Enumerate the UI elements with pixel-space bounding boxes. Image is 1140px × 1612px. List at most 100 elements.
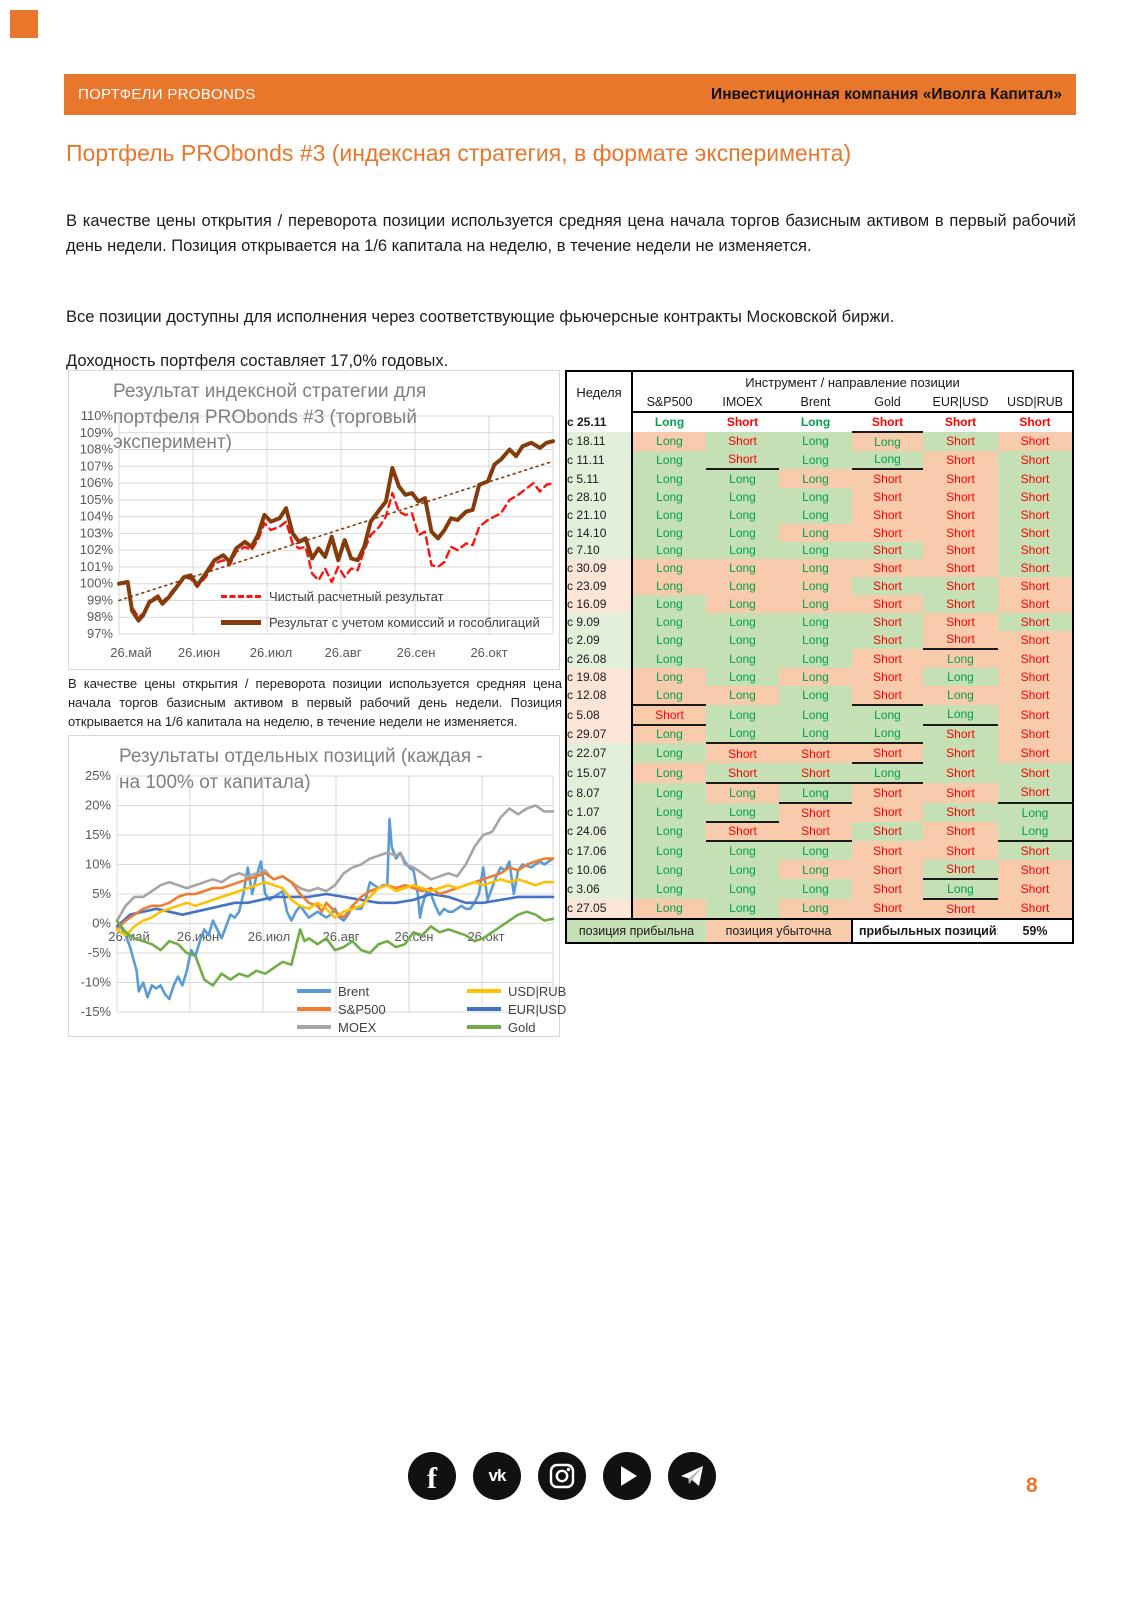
table-row: с 29.07 Long Long Long Long Short Short [566,724,1074,745]
position-cell: Short [923,431,998,451]
week-cell: с 17.06 [566,841,633,861]
position-cell: Long [779,782,852,804]
position-cell: Long [706,860,779,879]
position-cell: Short [998,431,1074,451]
svg-text:26.май: 26.май [110,645,152,660]
week-cell: с 28.10 [566,488,633,506]
net-line-label: Чистый расчетный результат [269,588,444,604]
svg-text:107%: 107% [80,458,114,473]
svg-text:26.авг: 26.авг [323,929,360,944]
week-cell: с 12.08 [566,685,633,705]
position-cell: Short [998,469,1074,489]
position-cell: Long [852,450,923,471]
intro-paragraph: В качестве цены открытия / переворота по… [66,211,1076,256]
position-cell: Long [632,523,706,542]
position-cell: Long [706,724,779,745]
legend-stat-value: 59% [998,917,1074,943]
corner-accent-square [10,10,38,38]
position-cell: Long [779,488,852,506]
position-cell: Short [923,860,998,880]
header-bar: ПОРТФЕЛИ PROBONDS Инвестиционная компани… [64,74,1076,115]
svg-text:25%: 25% [85,768,111,783]
week-cell: с 7.10 [566,541,633,560]
week-cell: с 30.09 [566,559,633,578]
svg-text:101%: 101% [80,559,114,574]
position-cell: Long [779,577,852,595]
position-cell: Short [852,469,923,489]
position-cell: Short [923,577,998,595]
instrument-header: Brent [779,392,852,413]
position-cell: Short [998,860,1074,879]
position-cell: Short [923,763,998,783]
position-cell: Long [779,630,852,650]
position-cell: Long [706,685,779,705]
position-cell: Short [998,523,1074,542]
position-cell: Short [998,541,1074,560]
position-cell: Short [923,594,998,613]
position-cell: Short [998,488,1074,506]
vk-icon[interactable]: vk [473,1452,521,1500]
instrument-header: Gold [852,392,923,413]
series-swatch [297,1007,331,1011]
svg-text:26.сен: 26.сен [397,645,436,660]
position-cell: Short [923,802,998,822]
chart2-legend: Brent S&P500 MOEX USD|RUB EUR|USD Gold [297,982,627,1036]
position-cell: Long [706,668,779,686]
position-cell: Long [632,668,706,686]
position-cell: Short [998,412,1074,432]
position-cell: Long [779,450,852,470]
position-cell: Short [852,577,923,595]
position-cell: Short [852,594,923,613]
position-cell: Long [706,649,779,669]
instagram-icon[interactable] [538,1452,586,1500]
table-row: с 23.09 Long Long Long Short Short Short [566,577,1074,595]
svg-text:15%: 15% [85,827,111,842]
table-row: с 24.06 Long Short Short Short Short Long [566,821,1074,843]
position-cell: Short [923,782,998,803]
instruments-group-header: Инструмент / направление позиции [745,374,960,390]
social-links: f vk [408,1452,716,1500]
facebook-icon[interactable]: f [408,1452,456,1500]
week-cell: с 25.11 [566,412,633,432]
position-cell: Long [632,841,706,861]
position-cell: Long [998,821,1074,843]
position-cell: Long [632,763,706,783]
futures-paragraph: Все позиции доступны для исполнения чере… [66,307,895,326]
header-section-label: ПОРТФЕЛИ PROBONDS [78,86,256,103]
individual-positions-chart: 25% 20% 15% 10% 5% 0% -5% -10% -15% 26.май 26.июн 2… [68,735,566,1037]
position-cell: Short [998,594,1074,613]
youtube-icon[interactable] [603,1452,651,1500]
position-cell: Short [998,724,1074,744]
table-row: с 21.10 Long Long Long Short Short Short [566,505,1074,524]
position-cell: Short [852,488,923,506]
position-cell: Long [779,841,852,861]
week-cell: с 5.08 [566,704,633,725]
position-cell: Long [632,630,706,650]
svg-text:104%: 104% [80,509,114,524]
position-cell: Long [852,431,923,451]
position-cell: Short [923,523,998,542]
position-cell: Short [852,649,923,669]
position-cell: Short [998,649,1074,669]
week-cell: с 27.05 [566,898,633,919]
week-cell: с 9.09 [566,612,633,631]
position-cell: Short [852,860,923,879]
gross-line-swatch [221,619,261,625]
position-cell: Short [852,668,923,686]
table-row: с 7.10 Long Long Long Short Short Short [566,541,1074,560]
position-cell: Short [923,450,998,470]
svg-text:26.окт: 26.окт [470,645,507,660]
position-cell: Long [632,559,706,578]
telegram-icon[interactable] [668,1452,716,1500]
position-cell: Short [998,898,1074,919]
svg-text:110%: 110% [81,408,114,423]
table-row: с 17.06 Long Long Long Short Short Short [566,841,1074,861]
svg-text:105%: 105% [80,492,114,507]
week-cell: с 22.07 [566,743,633,764]
table-row: с 5.11 Long Long Long Short Short Short [566,469,1074,489]
svg-text:26.авг: 26.авг [325,645,362,660]
strategy-result-chart: 110% 109% 108% 107% 106% 105% 104% 103% 102% 101%… [68,370,560,670]
position-cell: Short [923,559,998,578]
position-cell: Long [706,782,779,803]
position-cell: Short [923,612,998,631]
